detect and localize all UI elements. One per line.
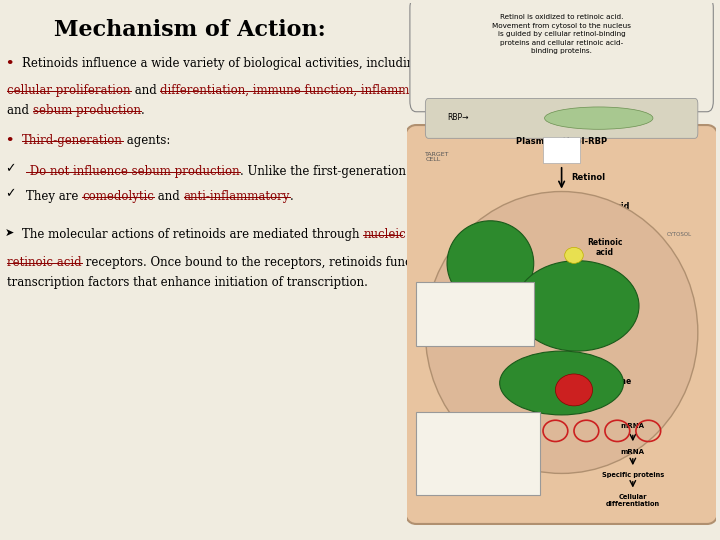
Text: ✓: ✓ bbox=[5, 162, 15, 175]
Text: Retinoic acid: Retinoic acid bbox=[571, 202, 629, 211]
Text: mRNA: mRNA bbox=[621, 449, 645, 456]
Text: and: and bbox=[7, 104, 33, 117]
Ellipse shape bbox=[500, 351, 624, 415]
Text: Cellular
differentiation: Cellular differentiation bbox=[606, 494, 660, 507]
Text: Retinol is oxidized to retinoic acid.: Retinol is oxidized to retinoic acid. bbox=[500, 15, 624, 21]
FancyBboxPatch shape bbox=[416, 412, 540, 495]
Ellipse shape bbox=[555, 374, 593, 406]
Text: Retinoids influence a wide variety of biological activities, including: Retinoids influence a wide variety of bi… bbox=[22, 57, 422, 70]
FancyBboxPatch shape bbox=[404, 125, 719, 524]
Text: CYTOSOL: CYTOSOL bbox=[667, 232, 692, 237]
Text: Plasma ratinol-RBP: Plasma ratinol-RBP bbox=[516, 137, 607, 146]
FancyBboxPatch shape bbox=[410, 0, 714, 112]
Text: Retinoic acid–receptor
complex binds to
chromatin, activating
the transcription
: Retinoic acid–receptor complex binds to … bbox=[438, 440, 518, 468]
Text: •: • bbox=[5, 134, 13, 147]
Text: Do not influence sebum production: Do not influence sebum production bbox=[26, 165, 240, 178]
Text: The molecular actions of retinoids are mediated through: The molecular actions of retinoids are m… bbox=[22, 228, 364, 241]
Ellipse shape bbox=[447, 221, 534, 306]
Text: Gene: Gene bbox=[609, 377, 631, 386]
Text: NUCLEUS: NUCLEUS bbox=[428, 282, 454, 287]
Text: •: • bbox=[5, 57, 13, 70]
Text: sebum production: sebum production bbox=[33, 104, 141, 117]
Text: . Unlike the first-generation agents: . Unlike the first-generation agents bbox=[240, 165, 449, 178]
Text: differentiation, immune function, inflammation,: differentiation, immune function, inflam… bbox=[161, 84, 444, 97]
Text: ✓: ✓ bbox=[5, 187, 15, 200]
FancyBboxPatch shape bbox=[543, 137, 580, 163]
Text: .: . bbox=[141, 104, 145, 117]
Text: Activated
receptor
complex: Activated receptor complex bbox=[591, 295, 625, 312]
Ellipse shape bbox=[426, 192, 698, 474]
FancyBboxPatch shape bbox=[416, 282, 534, 346]
Text: retinoic acid: retinoic acid bbox=[7, 256, 82, 269]
Text: ➤: ➤ bbox=[5, 228, 14, 238]
Text: anti-inflammatory: anti-inflammatory bbox=[184, 190, 290, 203]
Text: Third-generation: Third-generation bbox=[22, 134, 123, 147]
Text: and: and bbox=[131, 84, 161, 97]
Text: binding proteins.: binding proteins. bbox=[531, 49, 592, 55]
Text: Retinol: Retinol bbox=[571, 173, 605, 181]
Text: comedolytic: comedolytic bbox=[82, 190, 154, 203]
Text: nucleic: nucleic bbox=[364, 228, 406, 241]
Text: Retinoic acid
binds to intra-
nuclear receptor.: Retinoic acid binds to intra- nuclear re… bbox=[444, 304, 506, 324]
Text: Movement from cytosol to the nucleus: Movement from cytosol to the nucleus bbox=[492, 23, 631, 29]
Text: transcription factors that enhance initiation of transcription.: transcription factors that enhance initi… bbox=[7, 276, 368, 289]
FancyBboxPatch shape bbox=[426, 98, 698, 138]
Text: receptors. Once bound to the receptors, retinoids function as: receptors. Once bound to the receptors, … bbox=[82, 256, 451, 269]
Text: is guided by cellular retinol-binding: is guided by cellular retinol-binding bbox=[498, 31, 626, 37]
Text: Inactive
receptor: Inactive receptor bbox=[473, 255, 508, 268]
Text: RBP→: RBP→ bbox=[447, 112, 469, 122]
Text: Mechanism of Action:: Mechanism of Action: bbox=[53, 19, 325, 41]
Text: They are: They are bbox=[26, 190, 82, 203]
Ellipse shape bbox=[544, 107, 653, 129]
Text: Retinoic
acid: Retinoic acid bbox=[588, 238, 623, 257]
Text: and: and bbox=[154, 190, 184, 203]
Text: mRNA: mRNA bbox=[621, 423, 645, 429]
Text: Specific proteins: Specific proteins bbox=[602, 472, 664, 478]
Ellipse shape bbox=[516, 261, 639, 351]
Text: proteins and cellular retinoic acid-: proteins and cellular retinoic acid- bbox=[500, 40, 624, 46]
Text: TARGET
CELL: TARGET CELL bbox=[426, 152, 450, 163]
Text: agents:: agents: bbox=[123, 134, 171, 147]
Text: cellular proliferation: cellular proliferation bbox=[7, 84, 131, 97]
Text: .: . bbox=[290, 190, 294, 203]
Ellipse shape bbox=[564, 247, 583, 264]
